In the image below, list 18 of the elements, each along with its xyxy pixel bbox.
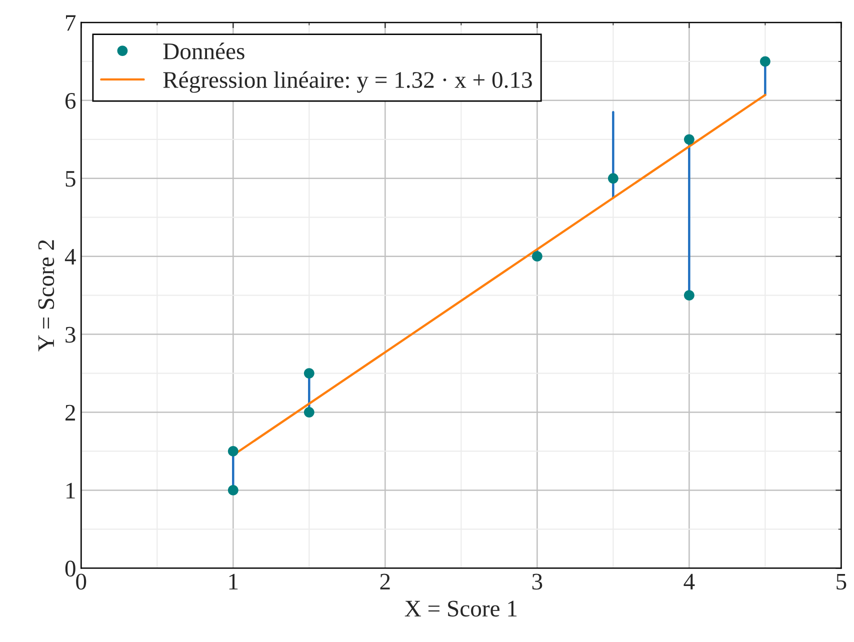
- y-axis-title: Y = Score 2: [38, 240, 54, 352]
- legend-label: Données: [163, 42, 244, 60]
- x-tick-label: 5: [836, 574, 846, 590]
- y-tick-label: 3: [66, 326, 76, 343]
- y-tick-label: 5: [66, 171, 76, 187]
- x-tick-label: 1: [229, 574, 238, 590]
- y-tick-label: 2: [66, 404, 75, 420]
- y-tick-label: 4: [64, 248, 76, 265]
- x-tick-label: 4: [684, 574, 695, 590]
- y-tick-label: 0: [65, 560, 76, 577]
- y-tick-label: 6: [65, 92, 76, 109]
- y-tick-label: 1: [66, 482, 75, 498]
- x-tick-label: 0: [76, 574, 86, 590]
- legend-label: Régression linéaire: y = 1.32 · x + 0.13: [163, 71, 532, 93]
- y-tick-label: 7: [66, 15, 76, 31]
- x-tick-label: 3: [532, 574, 542, 590]
- x-axis-title: X = Score 1: [404, 600, 517, 617]
- x-tick-label: 2: [380, 574, 390, 590]
